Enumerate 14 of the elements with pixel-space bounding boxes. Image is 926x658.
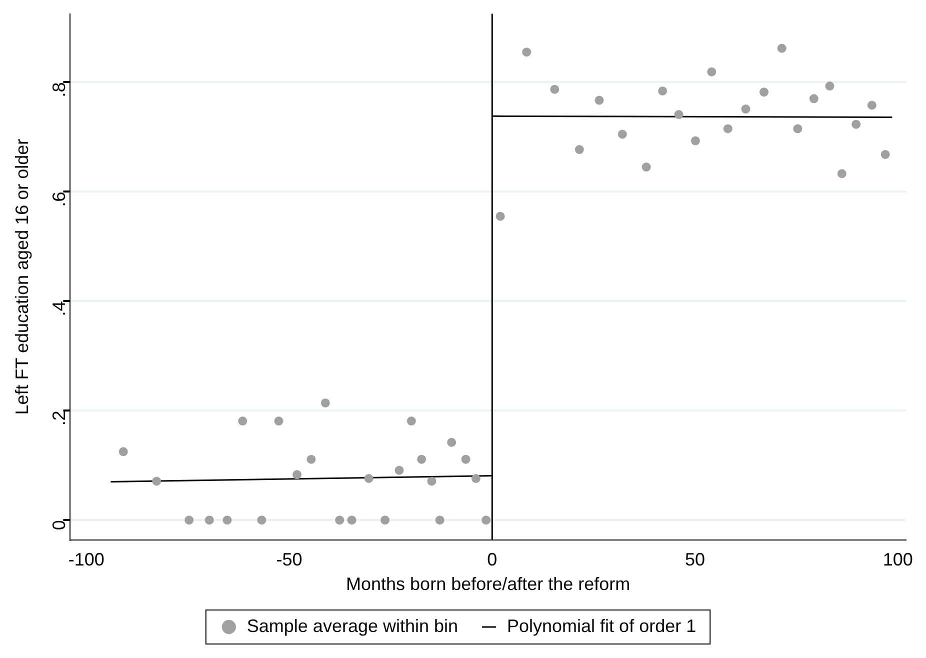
y-tick-label: 0 xyxy=(49,520,70,530)
y-tick-label: .4 xyxy=(49,301,70,316)
x-axis-title: Months born before/after the reform xyxy=(346,574,630,594)
y-tick-label: .8 xyxy=(49,82,70,98)
legend-label: Sample average within bin xyxy=(246,616,458,636)
y-tick-label: .2 xyxy=(49,410,70,426)
x-tick-label: -100 xyxy=(68,550,104,570)
y-axis-title: Left FT education aged 16 or older xyxy=(12,138,32,415)
x-tick-label: 50 xyxy=(685,550,706,570)
y-tick-label: .6 xyxy=(49,192,70,207)
x-tick-label: -50 xyxy=(276,550,302,570)
legend-label: Polynomial fit of order 1 xyxy=(507,616,696,636)
x-tick-label: 100 xyxy=(882,550,913,570)
x-tick-label: 0 xyxy=(487,550,498,570)
